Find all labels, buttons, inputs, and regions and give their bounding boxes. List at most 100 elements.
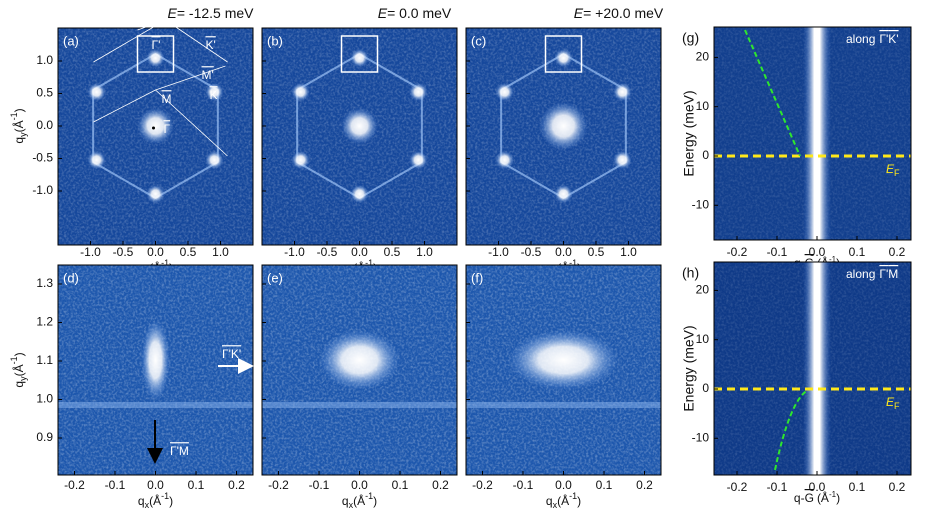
bright-spot: [495, 83, 514, 101]
label-part: q: [138, 494, 145, 508]
label-part: along: [846, 267, 875, 281]
label-part: F: [894, 168, 900, 178]
bright-spot: [205, 151, 224, 169]
bright-spot: [291, 151, 310, 169]
panel-label: (c): [471, 33, 486, 48]
panel-label: (a): [63, 33, 79, 48]
x-tick-label: 0.0: [809, 245, 826, 259]
x-tick-label: 0.1: [188, 478, 205, 492]
label-part: ): [836, 491, 840, 505]
bz-point-label: K: [210, 88, 218, 102]
y-tick-label: 1.0: [36, 53, 53, 67]
label-part: ): [169, 494, 173, 508]
x-tick-label: 0.0: [147, 245, 164, 259]
zero-q-band: [803, 262, 831, 475]
label-part: -1: [569, 258, 577, 268]
x-tick-label: 0.2: [432, 478, 449, 492]
dispersion-fit: [744, 29, 801, 157]
y-tick-label: -10: [692, 430, 710, 444]
x-tick-label: 0.0: [555, 478, 572, 492]
label-part: x: [349, 500, 354, 508]
bright-spot: [409, 83, 428, 101]
x-tick-label: -0.1: [105, 478, 126, 492]
label-part: -1: [161, 258, 169, 268]
x-tick-label: 1.0: [212, 245, 229, 259]
x-tick-label: -0.2: [727, 245, 748, 259]
bright-spot: [554, 185, 573, 203]
x-tick-label: 0.1: [849, 245, 866, 259]
y-tick-label: 0.5: [36, 86, 53, 100]
label-part: y: [18, 132, 28, 137]
label-part: -1: [161, 491, 169, 501]
bz-point-label: Γ: [164, 122, 171, 136]
label-part: Γ': [879, 32, 888, 46]
y-axis-label: qy(Å-1): [9, 108, 28, 143]
label-part: -1: [9, 112, 19, 120]
panel-label: (h): [682, 265, 699, 281]
center-feature: [141, 320, 170, 400]
label-part: K': [888, 32, 898, 46]
x-tick-label: 0.0: [351, 245, 368, 259]
center-feature: [508, 330, 619, 390]
label-part: q: [12, 381, 26, 388]
x-tick-label: 0.1: [392, 478, 409, 492]
label-part: ): [12, 352, 26, 356]
x-tick-label: 0.2: [889, 245, 906, 259]
panel-label: (d): [63, 270, 79, 285]
bright-spot: [554, 49, 573, 67]
frame: [713, 261, 912, 476]
label-part: -1: [9, 356, 19, 364]
label-part: q: [12, 137, 26, 144]
label-part: M: [888, 267, 898, 281]
label-part: -1: [365, 258, 373, 268]
x-tick-label: -0.5: [113, 245, 134, 259]
y-tick-label: -1.0: [32, 183, 53, 197]
x-tick-label: -0.1: [513, 478, 534, 492]
label-part: -1: [829, 255, 837, 264]
y-tick-label: 1.1: [36, 353, 53, 367]
bz-line: [93, 89, 156, 123]
label-part: Γ': [879, 267, 888, 281]
y-tick-label: 20: [696, 50, 710, 64]
x-axis-label: qx(Å-1): [138, 491, 173, 508]
x-axis-label: q-G(Å-1): [794, 490, 840, 505]
direction-label: Γ'K': [222, 347, 241, 361]
label-part: q-: [794, 491, 805, 505]
y-tick-label: 20: [696, 283, 710, 297]
x-tick-label: -1.0: [284, 245, 305, 259]
x-tick-label: 0.5: [180, 245, 197, 259]
label-part: ): [12, 108, 26, 112]
bz-line: [155, 89, 228, 157]
bright-spot: [87, 151, 106, 169]
bright-spot: [205, 83, 224, 101]
fermi-label: EF: [886, 162, 900, 178]
label-part: = 0.0 meV: [387, 5, 452, 21]
label-part: -1: [365, 491, 373, 501]
y-tick-label: 0: [702, 381, 709, 395]
x-tick-label: -0.1: [309, 478, 330, 492]
x-tick-label: -0.2: [472, 478, 493, 492]
y-tick-label: 10: [696, 99, 710, 113]
label-part: (Å: [11, 120, 26, 132]
direction-label: along Γ'M: [846, 267, 898, 281]
bright-spot: [495, 151, 514, 169]
label-part: F: [894, 401, 900, 411]
x-axis-label: qx(Å-1): [546, 491, 581, 508]
center-feature: [539, 102, 588, 150]
y-tick-label: 1.2: [36, 315, 53, 329]
center-feature: [341, 108, 378, 144]
bz-point-label: Γ': [152, 38, 161, 52]
y-tick-label: 10: [696, 332, 710, 346]
x-tick-label: 0.0: [555, 245, 572, 259]
x-tick-label: -0.2: [268, 478, 289, 492]
bz-point-label: K': [206, 38, 216, 52]
zero-q-band: [803, 27, 831, 240]
label-part: G: [805, 491, 814, 505]
label-part: (Å: [817, 490, 829, 505]
label-part: q: [546, 494, 553, 508]
label-part: = -12.5 meV: [177, 5, 254, 21]
bz-point-label: M: [162, 92, 172, 106]
bright-spot: [87, 83, 106, 101]
y-tick-label: 0.9: [36, 430, 53, 444]
y-tick-label: 1.0: [36, 392, 53, 406]
